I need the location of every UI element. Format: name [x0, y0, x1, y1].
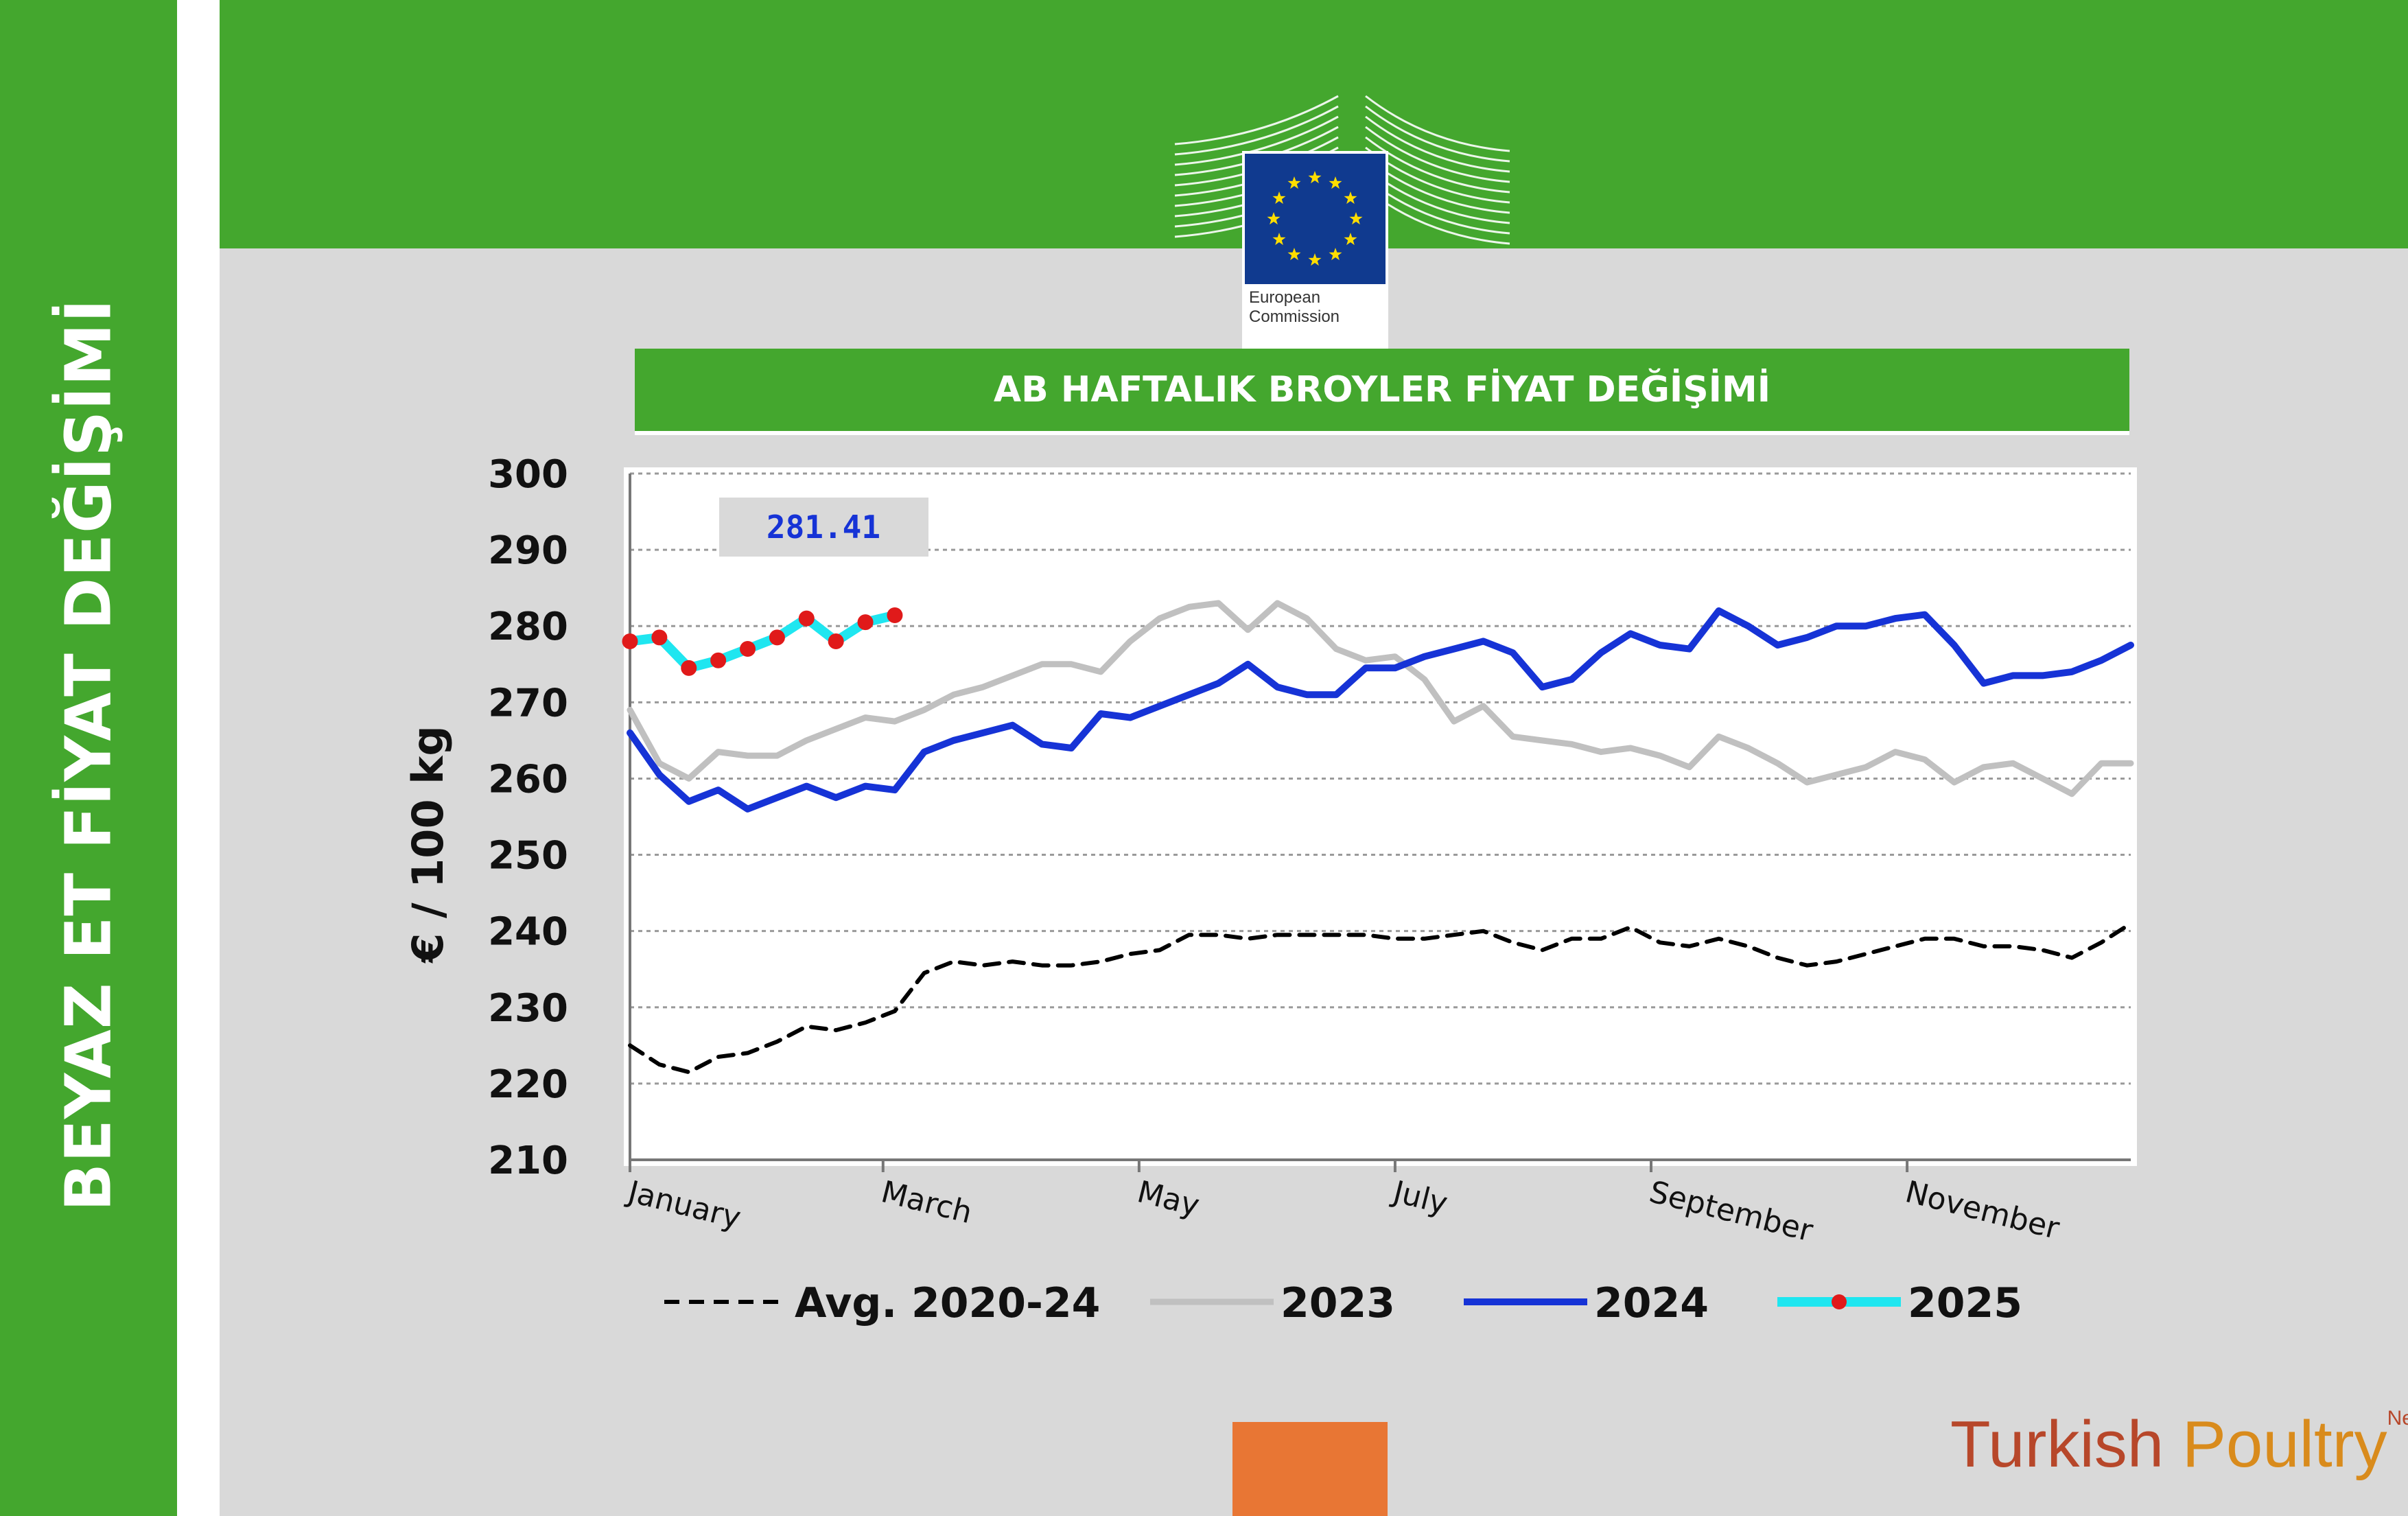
series-point-2025	[857, 614, 874, 631]
highlight-box	[719, 498, 928, 557]
y-tick-label: 210	[488, 1139, 568, 1183]
highlight-value: 281.41	[767, 509, 880, 546]
eu-star-icon	[1272, 233, 1286, 246]
eu-star-icon	[1287, 248, 1301, 261]
brand-part2: Poultry	[2182, 1408, 2387, 1481]
eu-star-icon	[1308, 253, 1322, 266]
series-point-2025	[651, 629, 668, 646]
x-tick-label: January	[622, 1174, 744, 1236]
y-tick-label: 230	[488, 986, 568, 1031]
y-tick-label: 280	[488, 605, 568, 649]
series-point-2025	[740, 641, 756, 657]
legend-label: 2024	[1594, 1279, 1709, 1327]
logo-text-line2: Commission	[1249, 307, 1340, 326]
series-line-2025	[625, 610, 900, 673]
x-tick-label: July	[1388, 1174, 1451, 1221]
y-axis-label: € / 100 kg	[403, 725, 453, 964]
eu-star-icon	[1344, 233, 1357, 246]
series-point-2025	[887, 607, 903, 624]
legend-label: Avg. 2020-24	[795, 1279, 1100, 1327]
eu-star-icon	[1329, 248, 1342, 261]
series-line-2024	[627, 607, 2134, 813]
series-point-2025	[710, 652, 727, 668]
y-tick-label: 250	[488, 834, 568, 878]
y-tick-label: 240	[488, 910, 568, 955]
brand-part3: Net	[2387, 1407, 2408, 1430]
y-tick-label: 260	[488, 757, 568, 802]
sidebar-divider	[177, 0, 220, 1516]
eu-stars-icon	[1267, 171, 1363, 266]
brand-part1: Turkish	[1950, 1408, 2182, 1481]
legend-label: 2023	[1281, 1279, 1395, 1327]
logo-text-line1: European	[1249, 288, 1321, 307]
eu-flag-icon	[1245, 154, 1386, 284]
orange-accent-box	[1232, 1422, 1388, 1516]
chart-title-bar	[635, 349, 2129, 431]
series-line-avg-2020-24	[628, 921, 2133, 1075]
plot-area	[624, 467, 2137, 1166]
series-line-2023	[627, 600, 2134, 797]
eu-star-icon	[1272, 191, 1286, 205]
series-point-2025	[798, 610, 815, 627]
series-point-2025	[622, 633, 638, 649]
x-tick-label: November	[1902, 1174, 2063, 1246]
eu-star-icon	[1344, 191, 1357, 205]
y-tick-label: 300	[488, 452, 568, 497]
eu-star-icon	[1329, 176, 1342, 189]
x-tick-label: March	[878, 1174, 975, 1231]
legend-label: 2025	[1908, 1279, 2022, 1327]
x-tick-label: September	[1646, 1174, 1816, 1249]
turkish-poultry-logo: Turkish PoultryNet	[1950, 1407, 2408, 1482]
eu-star-icon	[1287, 176, 1301, 189]
legend-marker	[1832, 1294, 1847, 1309]
left-sidebar	[0, 0, 177, 1516]
y-tick-label: 270	[488, 681, 568, 725]
series-point-2025	[828, 633, 844, 649]
series-point-2025	[769, 629, 785, 646]
eu-star-icon	[1349, 212, 1363, 225]
chart-title: AB HAFTALIK BROYLER FİYAT DEĞİŞİMİ	[993, 369, 1771, 410]
eu-star-icon	[1308, 171, 1322, 184]
y-tick-label: 220	[488, 1062, 568, 1107]
eu-star-icon	[1267, 212, 1281, 225]
y-tick-label: 290	[488, 528, 568, 573]
series-point-2025	[681, 660, 697, 676]
european-commission-logo: European Commission	[1167, 82, 1523, 384]
x-tick-label: May	[1134, 1174, 1203, 1223]
